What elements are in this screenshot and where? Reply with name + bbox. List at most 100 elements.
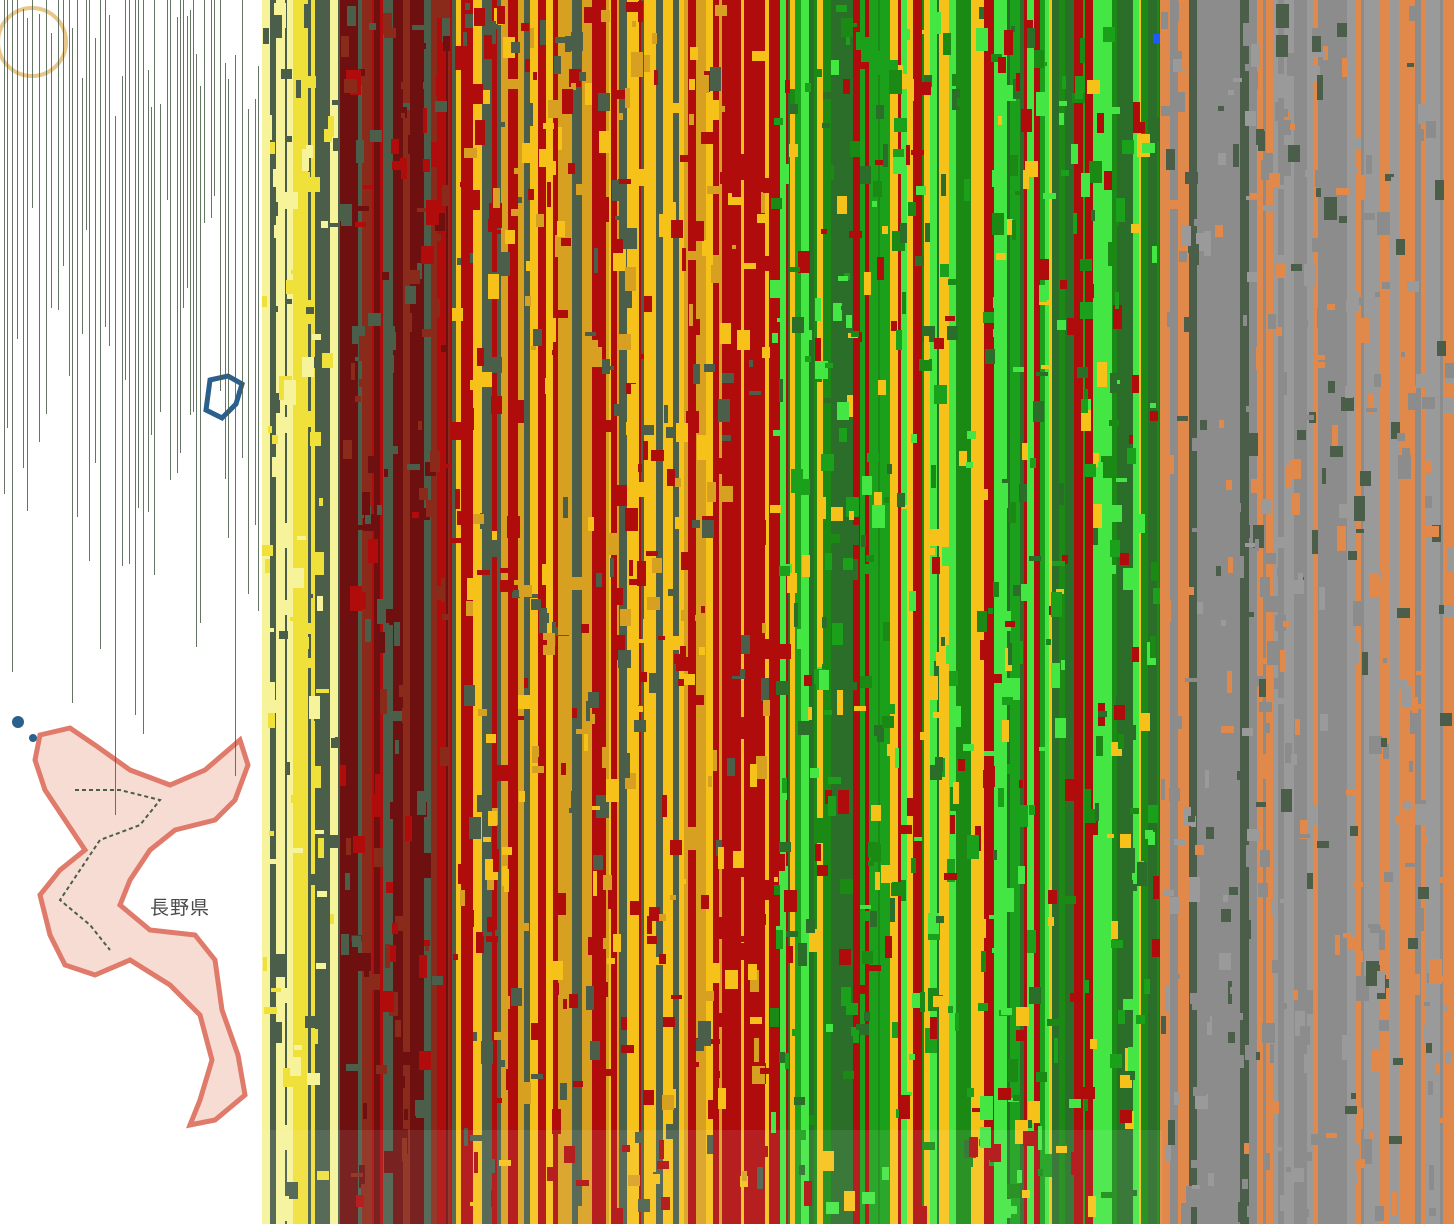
raster-block bbox=[1001, 755, 1007, 778]
raster-block bbox=[284, 988, 292, 1003]
raster-block bbox=[563, 999, 567, 1009]
raster-glitch-layer bbox=[4, 0, 1454, 1224]
raster-block bbox=[1062, 76, 1066, 89]
raster-block bbox=[1077, 367, 1088, 378]
raster-block bbox=[1197, 602, 1203, 614]
raster-block bbox=[871, 805, 881, 821]
raster-block bbox=[382, 272, 389, 280]
raster-block bbox=[1185, 172, 1198, 184]
raster-block bbox=[345, 873, 350, 890]
raster-block bbox=[531, 346, 536, 350]
raster-block bbox=[465, 14, 473, 28]
raster-block bbox=[734, 936, 744, 942]
raster-block bbox=[466, 601, 473, 616]
raster-block bbox=[1085, 980, 1089, 993]
raster-block bbox=[866, 555, 874, 562]
raster-block bbox=[518, 695, 530, 709]
raster-block bbox=[294, 916, 298, 928]
raster-block bbox=[853, 1030, 859, 1043]
raster-block bbox=[832, 424, 843, 430]
raster-block bbox=[1262, 754, 1266, 779]
raster-block bbox=[576, 1180, 589, 1186]
raster-block bbox=[1368, 394, 1374, 413]
raster-block bbox=[822, 123, 830, 128]
raster-block bbox=[779, 854, 785, 871]
raster-band bbox=[1338, 0, 1347, 1224]
raster-block bbox=[1016, 1030, 1026, 1041]
raster-block bbox=[1230, 987, 1234, 994]
raster-block bbox=[674, 654, 686, 664]
landmass-fill bbox=[32, 725, 251, 1129]
raster-block bbox=[882, 1167, 889, 1180]
raster-block bbox=[321, 215, 328, 228]
raster-block bbox=[670, 895, 676, 900]
raster-block bbox=[343, 1133, 349, 1153]
raster-block bbox=[849, 511, 854, 520]
raster-block bbox=[1297, 430, 1306, 440]
raster-block bbox=[790, 267, 800, 272]
raster-block bbox=[715, 1013, 726, 1027]
raster-block bbox=[1271, 1101, 1279, 1114]
raster-block bbox=[890, 898, 895, 922]
raster-band bbox=[546, 0, 553, 1224]
raster-block bbox=[1082, 1087, 1095, 1099]
raster-block bbox=[470, 380, 479, 390]
raster-block bbox=[782, 778, 787, 793]
raster-block bbox=[603, 938, 608, 949]
raster-block bbox=[1059, 101, 1070, 106]
marker-icon[interactable] bbox=[1153, 34, 1160, 43]
raster-block bbox=[594, 248, 598, 273]
raster-block bbox=[419, 488, 428, 500]
raster-block bbox=[520, 923, 529, 931]
raster-block bbox=[548, 318, 556, 342]
raster-block bbox=[779, 866, 788, 890]
raster-block bbox=[761, 880, 771, 900]
raster-block bbox=[753, 914, 766, 925]
raster-band bbox=[971, 0, 975, 1224]
raster-block bbox=[829, 165, 834, 180]
raster-block bbox=[340, 765, 346, 786]
raster-block bbox=[585, 332, 596, 336]
raster-block bbox=[1339, 504, 1351, 518]
raster-block bbox=[363, 1103, 367, 1119]
raster-block bbox=[925, 223, 930, 242]
raster-block bbox=[1263, 205, 1276, 211]
raster-block bbox=[1283, 621, 1290, 627]
raster-block bbox=[762, 623, 766, 633]
raster-block bbox=[1285, 743, 1292, 763]
raster-block bbox=[1085, 809, 1096, 823]
raster-block bbox=[1313, 362, 1325, 368]
raster-block bbox=[346, 70, 353, 85]
raster-block bbox=[915, 256, 924, 266]
raster-stripe bbox=[138, 0, 139, 508]
raster-block bbox=[749, 360, 753, 367]
raster-block bbox=[627, 1001, 635, 1010]
raster-block bbox=[647, 936, 657, 944]
raster-block bbox=[863, 564, 875, 574]
raster-block bbox=[718, 399, 730, 422]
raster-block bbox=[1037, 259, 1049, 280]
raster-block bbox=[564, 1146, 575, 1163]
raster-block bbox=[522, 143, 530, 163]
raster-block bbox=[310, 357, 321, 368]
raster-block bbox=[347, 6, 356, 26]
raster-block bbox=[1190, 993, 1201, 1004]
raster-block bbox=[262, 545, 273, 556]
raster-band bbox=[492, 0, 494, 1224]
raster-block bbox=[928, 913, 939, 934]
raster-block bbox=[773, 430, 782, 436]
raster-block bbox=[823, 92, 833, 99]
raster-block bbox=[1052, 483, 1064, 505]
raster-block bbox=[1266, 596, 1278, 612]
raster-block bbox=[843, 79, 850, 94]
raster-block bbox=[737, 868, 748, 877]
raster-band bbox=[1027, 0, 1034, 1224]
raster-band bbox=[494, 0, 497, 1224]
raster-band bbox=[600, 0, 606, 1224]
raster-block bbox=[1151, 562, 1157, 581]
raster-block bbox=[1224, 1050, 1228, 1068]
raster-block bbox=[770, 1008, 779, 1027]
raster-band bbox=[482, 0, 492, 1224]
raster-block bbox=[915, 1206, 927, 1224]
